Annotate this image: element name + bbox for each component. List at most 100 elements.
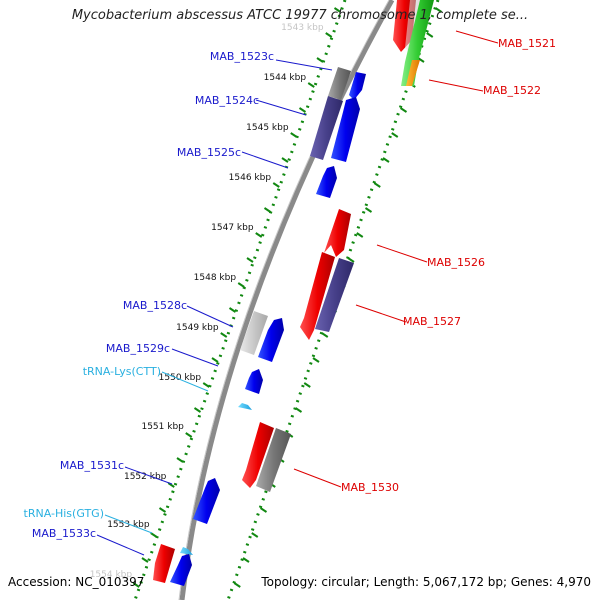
scale-tick-dash bbox=[356, 232, 364, 238]
feature-labels: MAB_1521 MAB_1522 MAB_1523c MAB_1524c MA… bbox=[24, 37, 557, 540]
inner-tick-track bbox=[133, 0, 347, 600]
scale-tick-dash bbox=[255, 232, 263, 238]
scale-tick-dash bbox=[158, 507, 167, 513]
scale-tick-label: 1545 kbp bbox=[246, 123, 289, 133]
scale-tick-dash bbox=[333, 7, 342, 13]
label-mab-1522[interactable]: MAB_1522 bbox=[483, 84, 541, 97]
scale-tick-label: 1553 kbp bbox=[107, 520, 150, 530]
scale-tick-dash bbox=[364, 207, 373, 213]
label-mab-1527[interactable]: MAB_1527 bbox=[403, 315, 461, 328]
scale-tick-dash bbox=[228, 307, 237, 313]
label-mab-1528c[interactable]: MAB_1528c bbox=[123, 299, 187, 312]
scale-tick-dash bbox=[202, 382, 210, 388]
scale-tick-dash bbox=[237, 282, 245, 288]
gene-arrow-mab-1529c[interactable] bbox=[245, 369, 263, 394]
gene-arrow-mab-1533c[interactable] bbox=[170, 554, 192, 586]
gene-arrow-mab-1524c[interactable] bbox=[331, 97, 360, 162]
gene-arrow-mab-1528c-gray[interactable] bbox=[240, 311, 268, 355]
scale-tick-dash bbox=[132, 582, 140, 588]
gene-arrow-mab-1525c[interactable] bbox=[316, 166, 337, 198]
scale-tick-label: 1552 kbp bbox=[124, 472, 167, 482]
scale-tick-dash bbox=[294, 407, 303, 413]
gene-arrow-mab-1531c[interactable] bbox=[193, 478, 220, 524]
scale-tick-dash bbox=[259, 507, 268, 513]
label-mab-1523c[interactable]: MAB_1523c bbox=[210, 50, 274, 63]
scale-tick-dash bbox=[251, 532, 259, 538]
scale-tick-label: 1547 kbp bbox=[211, 223, 254, 233]
label-mab-1530[interactable]: MAB_1530 bbox=[341, 481, 399, 494]
gene-arrow-mab-1530[interactable] bbox=[256, 428, 291, 492]
scale-tick-dash bbox=[150, 532, 158, 538]
reverse-strand-features bbox=[170, 67, 366, 586]
scale-tick-dash bbox=[167, 482, 175, 488]
scale-tick-dash bbox=[303, 382, 311, 388]
scale-tick-dash bbox=[391, 132, 399, 138]
label-mab-1533c[interactable]: MAB_1533c bbox=[32, 527, 96, 540]
gene-arrow-mab-1526[interactable] bbox=[324, 209, 351, 257]
gene-arrow-mab-1523c[interactable] bbox=[349, 72, 366, 100]
rna-arrow-trna-his[interactable] bbox=[180, 547, 193, 555]
gene-arrow-mab-1524c-navy[interactable] bbox=[310, 96, 343, 160]
label-mab-1524c[interactable]: MAB_1524c bbox=[195, 94, 259, 107]
rna-arrow-trna-lys[interactable] bbox=[238, 403, 252, 410]
forward-strand-features bbox=[153, 0, 434, 583]
scale-tick-dash bbox=[307, 82, 315, 88]
map-title: Mycobacterium abscessus ATCC 19977 chrom… bbox=[71, 8, 529, 23]
feature-leader-lines bbox=[96, 30, 499, 556]
label-mab-1531c[interactable]: MAB_1531c bbox=[60, 459, 124, 472]
label-mab-1525c[interactable]: MAB_1525c bbox=[177, 146, 241, 159]
gene-arrow-mab-1527[interactable] bbox=[315, 258, 354, 332]
scale-tick-dash bbox=[141, 557, 149, 563]
scale-tick-dash bbox=[312, 357, 320, 363]
label-mab-1526[interactable]: MAB_1526 bbox=[427, 256, 485, 269]
label-trna-his-gtg[interactable]: tRNA-His(GTG) bbox=[24, 507, 104, 520]
scale-tick-dash bbox=[233, 582, 241, 588]
label-mab-1529c[interactable]: MAB_1529c bbox=[106, 342, 170, 355]
scale-tick-dash bbox=[220, 332, 228, 338]
genome-backbone bbox=[179, 0, 395, 600]
scale-tick-dash bbox=[246, 257, 254, 263]
scale-tick-label: 1546 kbp bbox=[229, 173, 272, 183]
scale-tick-dash bbox=[290, 132, 298, 138]
scale-tick-label: 1544 kbp bbox=[264, 73, 307, 83]
scale-tick-label: 1554 kbp bbox=[90, 570, 133, 580]
tick-dashes bbox=[132, 7, 443, 588]
scale-tick-dash bbox=[382, 157, 390, 163]
scale-tick-dash bbox=[263, 207, 272, 213]
scale-tick-dash bbox=[211, 357, 219, 363]
scale-labels: 1543 kbp 1544 kbp 1545 kbp 1546 kbp 1547 kbp… bbox=[90, 23, 324, 580]
scale-tick-label: 1550 kbp bbox=[159, 373, 202, 383]
scale-tick-dash bbox=[325, 32, 333, 38]
scale-tick-dash bbox=[347, 257, 355, 263]
gene-arrow-mab-1523c-gray[interactable] bbox=[328, 67, 351, 100]
scale-tick-dash bbox=[298, 107, 307, 113]
scale-tick-dash bbox=[321, 332, 329, 338]
scale-tick-label: 1548 kbp bbox=[194, 273, 237, 283]
scale-tick-label: 1551 kbp bbox=[141, 422, 184, 432]
scale-tick-dash bbox=[399, 107, 408, 113]
label-mab-1521[interactable]: MAB_1521 bbox=[498, 37, 556, 50]
scale-tick-dash bbox=[426, 32, 434, 38]
scale-tick-dash bbox=[434, 7, 443, 13]
gene-arrow-mab-1522-inner[interactable] bbox=[406, 60, 420, 86]
gene-arrow-mab-1530-red[interactable] bbox=[242, 422, 274, 488]
gene-arrow-mab-1522[interactable] bbox=[401, 0, 434, 86]
scale-tick-label: 1543 kbp bbox=[281, 23, 324, 33]
scale-tick-dash bbox=[281, 157, 289, 163]
accession-label: Accession: NC_010397 bbox=[8, 575, 145, 589]
scale-tick-dash bbox=[373, 182, 381, 188]
scale-tick-dash bbox=[316, 57, 324, 63]
scale-tick-dash bbox=[193, 407, 202, 413]
gene-arrow-mab-1527-red[interactable] bbox=[300, 252, 335, 340]
label-trna-lys-ctt[interactable]: tRNA-Lys(CTT) bbox=[83, 365, 161, 378]
scale-tick-dash bbox=[176, 457, 184, 463]
gene-arrow-mab-1533-red[interactable] bbox=[153, 544, 175, 583]
scale-tick-dash bbox=[417, 57, 425, 63]
outer-tick-track bbox=[226, 0, 440, 600]
scale-tick-dash bbox=[272, 182, 280, 188]
scale-tick-label: 1549 kbp bbox=[176, 323, 219, 333]
scale-tick-dash bbox=[185, 432, 193, 438]
gene-arrow-mab-1528c[interactable] bbox=[258, 318, 284, 362]
